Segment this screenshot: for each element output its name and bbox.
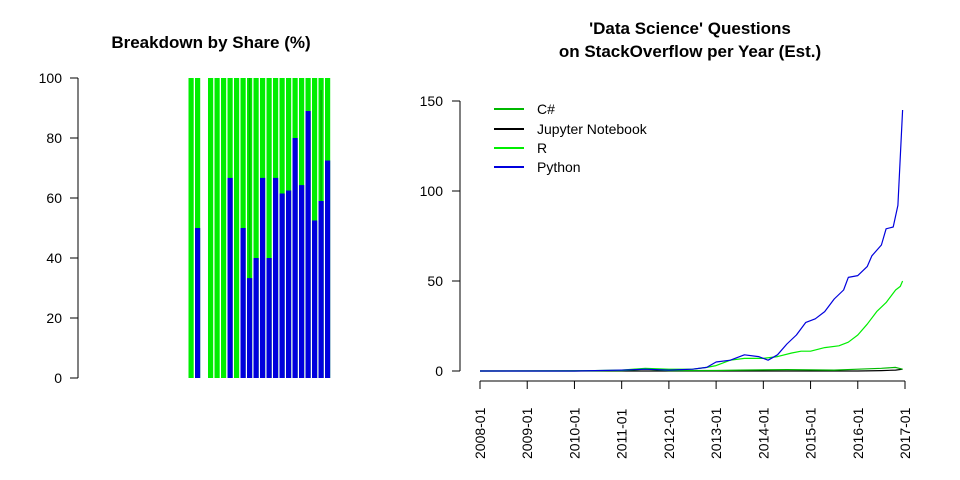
share-bar-python (260, 177, 266, 378)
share-bar-chart: Breakdown by Share (%) 0 20 40 60 80 100 (39, 33, 331, 386)
share-bar-python (292, 138, 298, 378)
share-bar-python (279, 193, 285, 378)
share-bar-python (273, 177, 279, 378)
share-bar-python (266, 258, 272, 378)
questions-line-chart: 'Data Science' Questions on StackOverflo… (420, 19, 913, 459)
share-bar-python (305, 111, 311, 378)
right-series-lines (479, 109, 904, 372)
share-bar-r (234, 78, 240, 378)
share-bar-r (188, 78, 194, 378)
share-bar-python (240, 228, 246, 378)
right-x-tick-label: 2010-01 (566, 407, 582, 459)
left-chart-title: Breakdown by Share (%) (111, 33, 310, 52)
left-y-tick-label: 0 (54, 370, 62, 386)
series-line-python (480, 109, 904, 372)
right-y-axis: 0 50 100 150 (420, 93, 461, 379)
share-bar-python (253, 258, 259, 378)
right-x-tick-label: 2012-01 (661, 407, 677, 459)
legend-label-python: Python (537, 159, 581, 175)
share-bar-python (299, 185, 305, 378)
share-bar-csharp (320, 90, 322, 201)
left-y-tick-label: 100 (39, 70, 63, 86)
share-bar-python (312, 220, 318, 378)
right-chart-title-line1: 'Data Science' Questions (589, 19, 791, 38)
legend-label-jupyter: Jupyter Notebook (537, 121, 648, 137)
share-bar-csharp (248, 78, 251, 279)
left-y-axis: 0 20 40 60 80 100 (39, 70, 79, 386)
share-bar-python (318, 201, 324, 378)
series-line-r (480, 280, 904, 372)
legend: C# Jupyter Notebook R Python (494, 101, 648, 175)
left-y-tick-label: 40 (46, 250, 62, 266)
right-x-tick-label: 2017-01 (897, 407, 913, 459)
right-x-axis: 2008-01 2009-01 2010-01 2011-01 2012-01 2013-… (472, 380, 913, 459)
legend-label-csharp: C# (537, 101, 555, 117)
share-bar-python (247, 278, 253, 378)
right-x-tick-label: 2011-01 (614, 408, 630, 459)
share-bar-python (325, 160, 331, 378)
right-y-tick-label: 150 (420, 93, 444, 109)
share-bar-python (286, 190, 292, 378)
right-x-tick-label: 2014-01 (755, 407, 771, 459)
left-y-tick-label: 80 (46, 130, 62, 146)
right-y-tick-label: 100 (420, 183, 444, 199)
right-y-tick-label: 50 (427, 273, 443, 289)
share-bar-r (214, 78, 220, 378)
left-bars (188, 78, 331, 378)
share-bar-r (208, 78, 214, 378)
right-x-tick-label: 2009-01 (519, 407, 535, 459)
share-bar-r (221, 78, 227, 378)
right-x-tick-label: 2013-01 (708, 407, 724, 459)
left-y-tick-label: 20 (46, 310, 62, 326)
legend-label-r: R (537, 140, 547, 156)
right-x-tick-label: 2015-01 (803, 407, 819, 459)
share-bar-r (266, 78, 272, 378)
share-bar-python (195, 228, 201, 378)
right-chart-title-line2: on StackOverflow per Year (Est.) (559, 42, 821, 61)
left-y-tick-label: 60 (46, 190, 62, 206)
share-bar-r (253, 78, 259, 378)
right-y-tick-label: 0 (435, 363, 443, 379)
series-line-jupyter-notebook (480, 368, 903, 372)
right-x-tick-label: 2016-01 (850, 407, 866, 459)
right-x-tick-label: 2008-01 (472, 407, 488, 459)
share-bar-python (227, 177, 233, 378)
